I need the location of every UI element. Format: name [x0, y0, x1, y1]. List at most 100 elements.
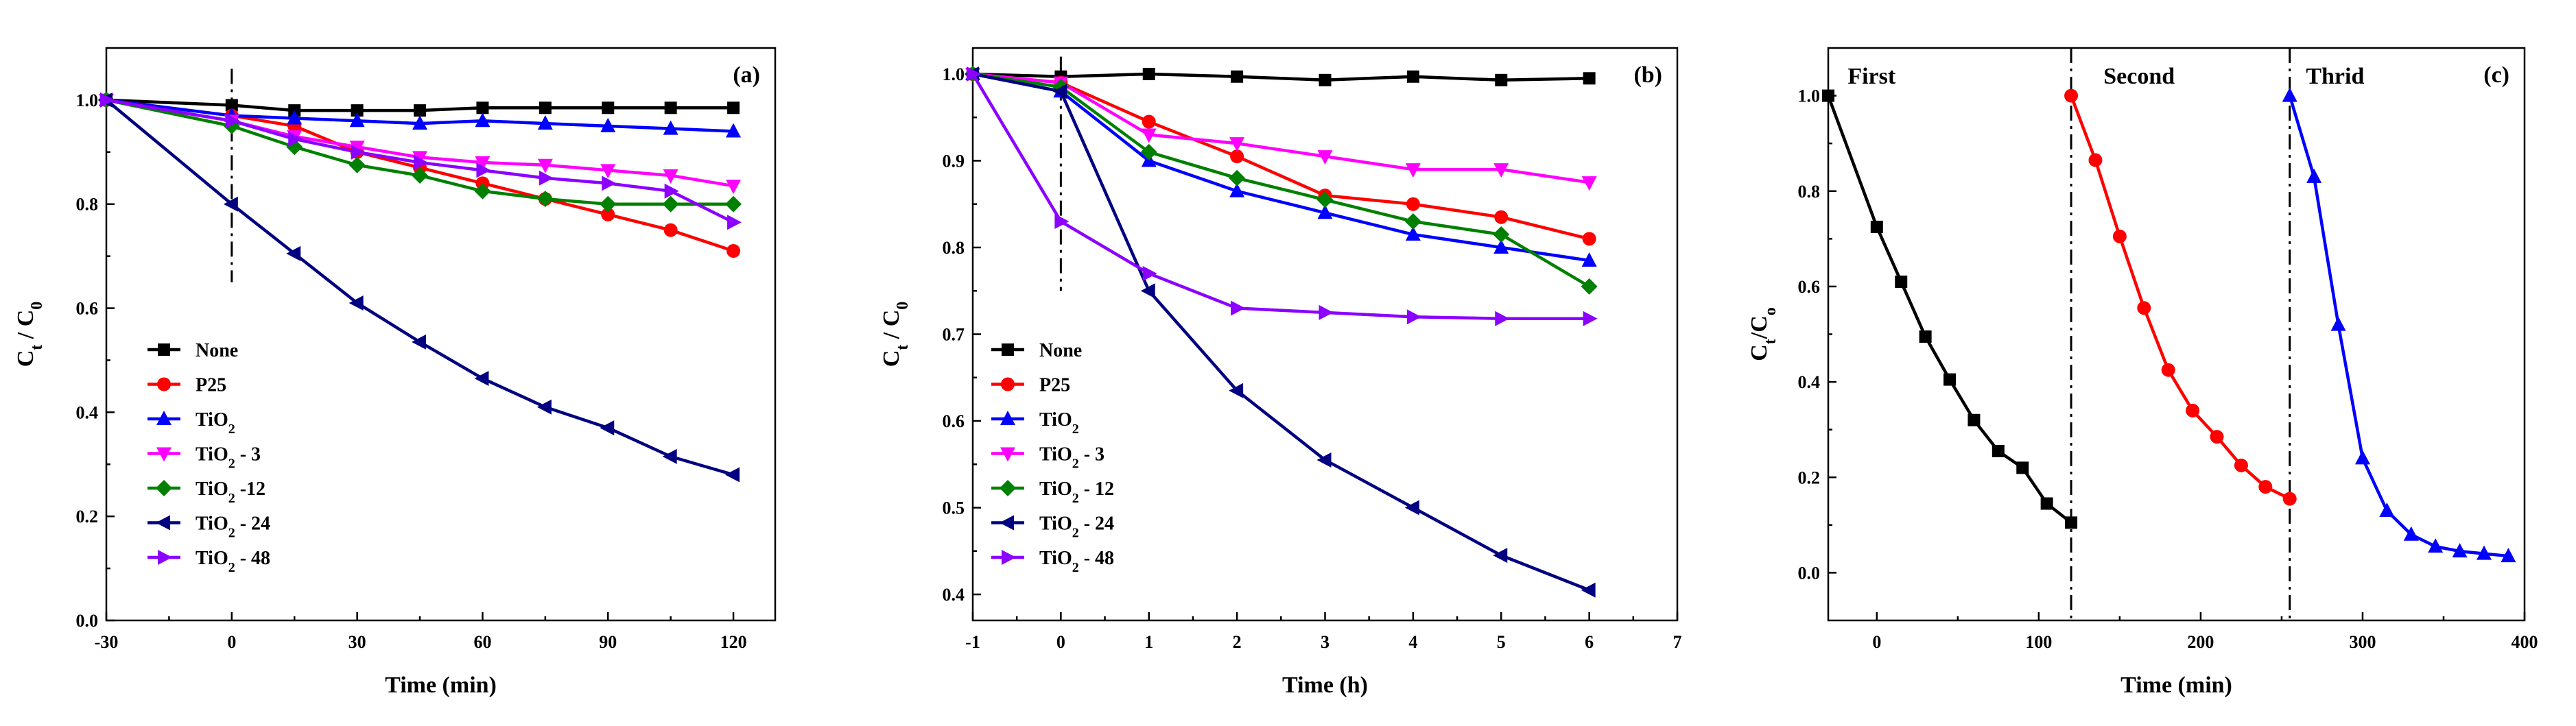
data-point — [2282, 87, 2297, 102]
data-point — [474, 182, 491, 199]
panel-a: -30 0 30 60 90 120 0.0 0.2 0.4 0.6 0.8 1.0 Time (min… — [13, 47, 777, 698]
data-point — [1581, 582, 1596, 598]
data-point — [1581, 252, 1597, 267]
x-tick-label: 200 — [2187, 632, 2214, 652]
data-point — [412, 115, 428, 130]
data-point — [1583, 72, 1596, 85]
y-axis-title-sub: 0 — [894, 302, 912, 310]
data-point — [2161, 363, 2175, 377]
legend-label-name: P25 — [1039, 375, 1070, 396]
data-point — [1582, 232, 1596, 246]
data-point — [1919, 330, 1932, 343]
y-tick-label: 0.6 — [76, 299, 99, 319]
legend-label: TiO2 - 12 — [1039, 479, 1114, 506]
legend-label-suffix: - 3 — [235, 444, 261, 465]
data-point — [351, 104, 364, 117]
data-point — [1493, 163, 1509, 178]
x-tick-label: 5 — [1497, 632, 1506, 652]
x-tick-label: 1 — [1144, 632, 1153, 652]
data-point — [287, 110, 303, 125]
data-point — [1317, 204, 1333, 219]
x-tick-label: 0 — [1056, 632, 1065, 652]
data-point — [1229, 383, 1244, 398]
legend-marker — [156, 411, 172, 425]
legend-label: TiO2 — [196, 409, 235, 437]
legend-label: P25 — [196, 375, 226, 396]
y-axis-title-part: C — [1747, 344, 1772, 361]
data-point — [1404, 500, 1419, 516]
legend-label: TiO2 - 48 — [196, 548, 270, 575]
series-tio24 — [965, 66, 1596, 598]
panel-label: (a) — [733, 62, 760, 88]
data-point — [475, 112, 491, 128]
cycle-label: Second — [2103, 64, 2175, 89]
legend-label-name: TiO — [196, 548, 228, 569]
data-point — [2186, 403, 2200, 418]
x-tick-label: 7 — [1673, 632, 1682, 652]
panel-label: (b) — [1633, 62, 1662, 88]
y-tick-label: 0.0 — [76, 611, 99, 631]
y-tick-label: 1.0 — [76, 90, 99, 110]
data-point — [2112, 229, 2127, 243]
y-tick-label: 0.0 — [1798, 563, 1821, 583]
legend-label-name: TiO — [196, 513, 228, 535]
x-tick-label: -30 — [95, 632, 119, 652]
legend-marker — [158, 550, 172, 565]
legend-label-sub: 2 — [1072, 457, 1079, 472]
y-tick-label: 0.4 — [1798, 372, 1821, 392]
data-point — [1319, 304, 1334, 320]
data-point — [1231, 70, 1244, 83]
legend-marker — [1000, 515, 1014, 531]
legend-label-suffix: -12 — [235, 479, 265, 500]
legend-label-sub: 2 — [228, 526, 235, 541]
data-point — [725, 467, 740, 483]
legend-label: TiO2 -12 — [196, 479, 265, 506]
data-point — [536, 399, 552, 415]
data-point — [1493, 239, 1509, 254]
data-point — [223, 196, 238, 212]
legend-marker — [1001, 377, 1015, 391]
legend-label: TiO2 - 48 — [1039, 548, 1114, 575]
data-point — [1229, 137, 1245, 152]
data-point — [288, 131, 303, 147]
data-point — [2040, 497, 2053, 510]
legend-label-name: TiO — [1039, 444, 1072, 465]
data-point — [414, 155, 429, 170]
y-axis-title: Ct / C0 — [13, 302, 46, 367]
data-point — [1583, 311, 1598, 326]
data-point — [1493, 548, 1508, 564]
y-tick-label: 0.6 — [943, 411, 965, 431]
data-point — [2428, 538, 2444, 553]
legend-label-suffix: - 12 — [1079, 479, 1114, 500]
y-axis-title-sub: 0 — [28, 302, 46, 310]
data-point — [601, 207, 615, 221]
y-axis-title-sub: o — [1762, 307, 1780, 315]
data-point — [2403, 526, 2419, 541]
data-point — [1495, 311, 1510, 326]
data-point — [2016, 461, 2029, 474]
series-line — [1826, 95, 2072, 524]
data-point — [1319, 73, 1332, 86]
y-tick-label: 0.2 — [76, 507, 99, 527]
data-point — [600, 164, 616, 179]
data-point — [539, 170, 554, 186]
legend-label-sub: 2 — [1072, 560, 1079, 575]
legend-label-name: TiO — [1039, 479, 1072, 500]
y-axis-title-sub: t — [1762, 339, 1780, 344]
legend-label-name: None — [196, 340, 238, 361]
legend-label: None — [196, 340, 238, 361]
y-tick-label: 1.0 — [1798, 86, 1821, 106]
data-point — [1968, 413, 1981, 426]
data-point — [536, 191, 554, 208]
x-tick-label: 100 — [2025, 632, 2052, 652]
legend-label-name: TiO — [1039, 548, 1072, 569]
x-tick-label: 30 — [348, 632, 366, 652]
legend-label: TiO2 - 24 — [196, 513, 270, 541]
x-tick-label: 60 — [473, 632, 491, 652]
x-axis-title: Time (h) — [1282, 673, 1368, 698]
legend-label-sub: 2 — [1072, 526, 1079, 541]
series-line — [106, 98, 735, 224]
legend-label: TiO2 - 24 — [1039, 513, 1114, 541]
